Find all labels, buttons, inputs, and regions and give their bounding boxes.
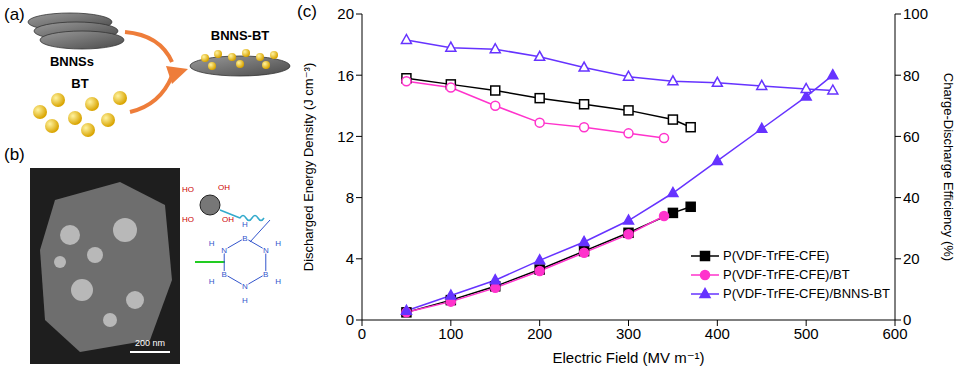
svg-text:B: B xyxy=(242,234,247,243)
svg-text:BNNSs: BNNSs xyxy=(50,54,94,69)
svg-text:(a): (a) xyxy=(4,5,25,24)
svg-text:H: H xyxy=(275,239,281,248)
svg-text:4: 4 xyxy=(346,250,354,267)
svg-text:B: B xyxy=(222,270,227,279)
svg-text:H: H xyxy=(209,239,215,248)
svg-text:Discharged Energy Density (J c: Discharged Energy Density (J cm⁻³) xyxy=(301,63,316,271)
svg-text:8: 8 xyxy=(346,189,354,206)
svg-text:60: 60 xyxy=(903,128,920,145)
svg-text:(b): (b) xyxy=(4,145,25,164)
svg-text:200: 200 xyxy=(527,325,552,342)
svg-text:BT: BT xyxy=(71,76,88,91)
svg-text:0: 0 xyxy=(346,311,354,328)
svg-text:100: 100 xyxy=(438,325,463,342)
svg-text:16: 16 xyxy=(337,67,354,84)
html-text:(c): (c) xyxy=(297,2,317,21)
svg-text:N: N xyxy=(242,282,248,291)
svg-text:500: 500 xyxy=(794,325,819,342)
html-text:P(VDF-TrFE-CFE)/BT: P(VDF-TrFE-CFE)/BT xyxy=(723,267,850,282)
svg-text:400: 400 xyxy=(705,325,730,342)
html-text:P(VDF-TrFE-CFE): P(VDF-TrFE-CFE) xyxy=(723,248,830,263)
svg-text:H: H xyxy=(209,277,215,286)
svg-text:H: H xyxy=(242,220,248,229)
svg-text:80: 80 xyxy=(903,67,920,84)
svg-text:Electric Field (MV m⁻¹): Electric Field (MV m⁻¹) xyxy=(552,349,704,366)
svg-text:HO: HO xyxy=(182,185,194,194)
svg-text:20: 20 xyxy=(337,5,354,22)
svg-text:600: 600 xyxy=(882,324,908,342)
svg-text:12: 12 xyxy=(337,128,354,145)
svg-text:100: 100 xyxy=(903,5,928,22)
svg-text:20: 20 xyxy=(903,250,920,267)
svg-text:200 nm: 200 nm xyxy=(135,338,165,348)
svg-text:300: 300 xyxy=(616,325,641,342)
svg-text:H: H xyxy=(242,296,248,305)
svg-text:B: B xyxy=(263,270,268,279)
html-text:P(VDF-TrFE-CFE)/BNNS-BT: P(VDF-TrFE-CFE)/BNNS-BT xyxy=(723,286,891,301)
svg-text:BNNS-BT: BNNS-BT xyxy=(211,28,270,43)
svg-text:OH: OH xyxy=(222,215,234,224)
svg-text:Charge-Discharge Efficiency (%: Charge-Discharge Efficiency (%) xyxy=(941,73,956,261)
svg-text:0: 0 xyxy=(903,311,911,328)
svg-text:N: N xyxy=(263,246,269,255)
svg-text:0: 0 xyxy=(358,325,366,342)
svg-text:40: 40 xyxy=(903,189,920,206)
svg-text:OH: OH xyxy=(218,183,230,192)
svg-text:N: N xyxy=(221,246,227,255)
svg-text:HO: HO xyxy=(182,215,194,224)
svg-text:H: H xyxy=(275,277,281,286)
